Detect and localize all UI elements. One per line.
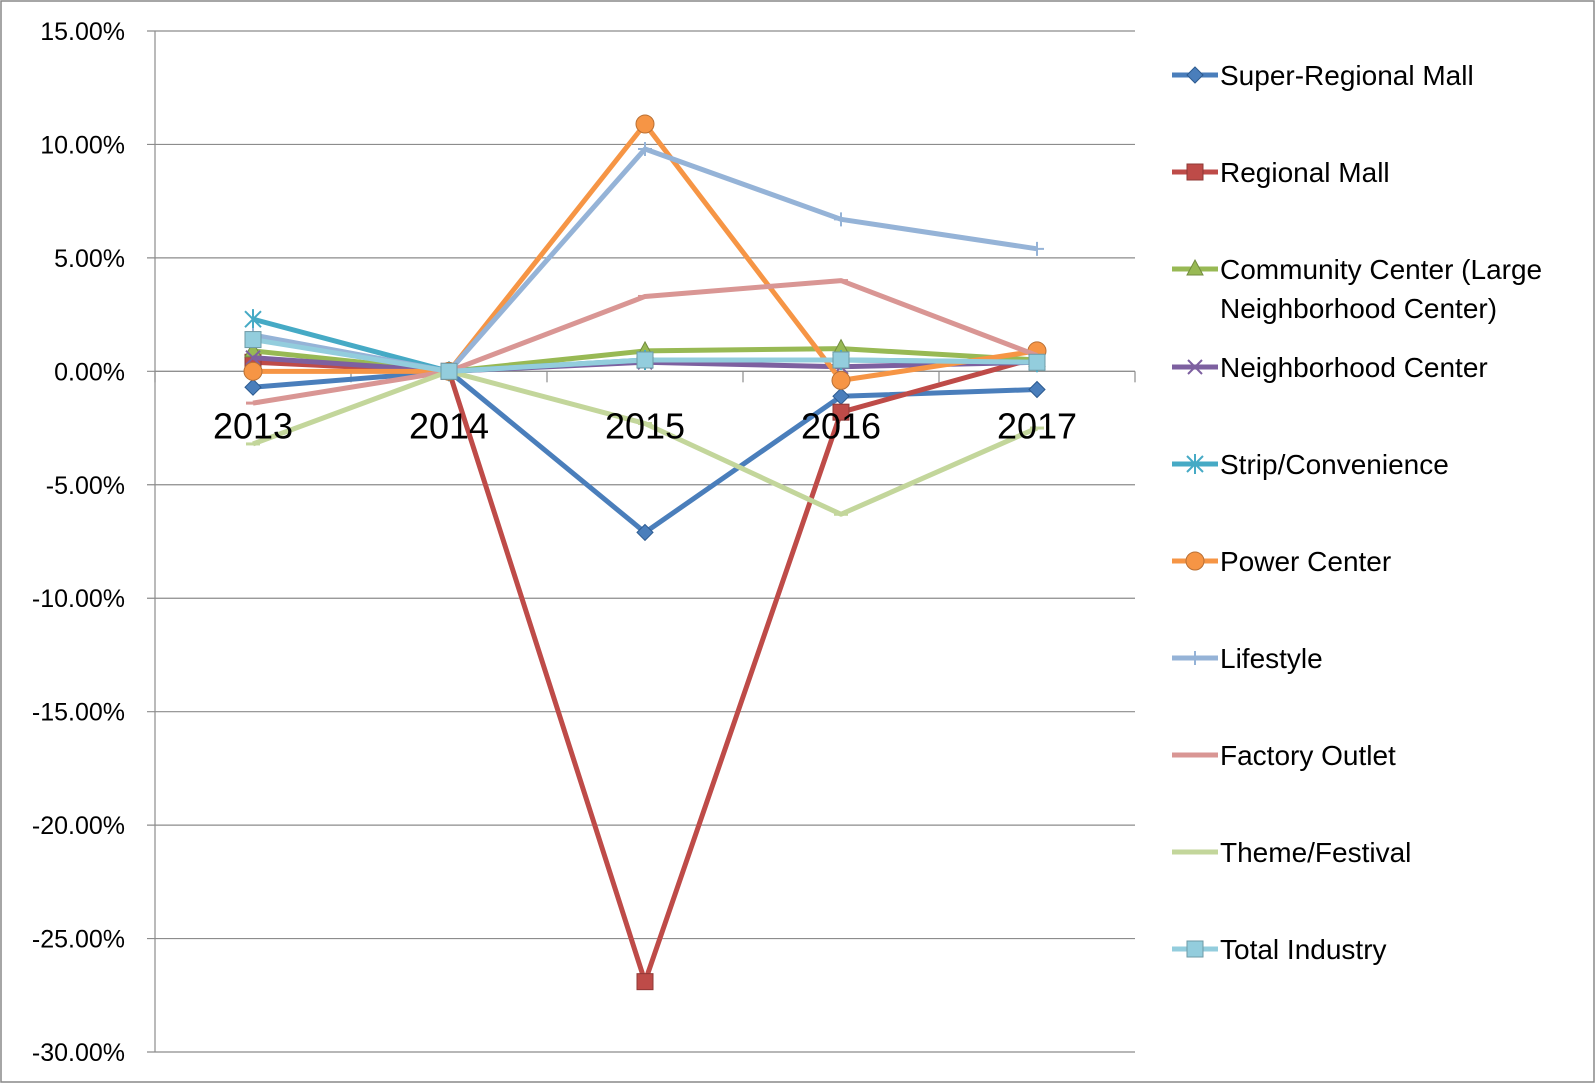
data-point-super-regional-mall	[636, 523, 654, 542]
x-tick-label: 2013	[213, 405, 293, 446]
legend-swatch-power-center	[1172, 551, 1218, 571]
legend-label: Theme/Festival	[1220, 837, 1412, 868]
data-point-lifestyle	[638, 141, 652, 156]
legend-marker	[1186, 454, 1204, 474]
legend-marker	[1186, 258, 1204, 276]
x-tick-label: 2014	[409, 405, 489, 446]
data-point-super-regional-mall	[1028, 380, 1046, 399]
legend-label: Factory Outlet	[1220, 740, 1396, 771]
y-tick-label: 15.00%	[40, 18, 125, 46]
data-point-lifestyle	[1030, 241, 1044, 256]
legend-item-lifestyle: Lifestyle	[1170, 643, 1570, 678]
y-tick-label: 5.00%	[54, 245, 125, 273]
legend-label: Power Center	[1220, 546, 1392, 577]
data-point-power-center	[243, 361, 263, 381]
y-tick-label: -10.00%	[32, 585, 125, 613]
legend-label: Lifestyle	[1220, 643, 1323, 674]
gridlines	[147, 30, 1135, 1053]
data-point-total-industry	[244, 331, 262, 349]
data-point-power-center	[635, 114, 655, 134]
legend-swatch-strip-convenience	[1172, 454, 1218, 474]
legend-label: Community Center (Large Neighborhood Cen…	[1220, 254, 1543, 324]
legend-marker	[1186, 66, 1204, 84]
legend-swatch-super-regional-mall	[1172, 66, 1218, 84]
y-axis-tick-labels: 15.00% 10.00% 5.00% 0.00% -5.00% -10.00% -15.0…	[32, 18, 125, 1067]
y-tick-label: 10.00%	[40, 131, 125, 159]
y-tick-label: 0.00%	[54, 358, 125, 386]
data-point-regional-mall	[636, 973, 654, 991]
data-point-super-regional-mall	[244, 378, 262, 396]
legend-marker	[1188, 651, 1202, 665]
data-point-regional-mall	[832, 403, 850, 421]
y-tick-label: -20.00%	[32, 812, 125, 840]
data-point-total-industry	[636, 351, 654, 369]
legend-swatch-total-industry	[1172, 940, 1218, 958]
series-power-center	[243, 114, 1047, 390]
legend-marker	[1185, 551, 1205, 571]
legend-label: Neighborhood Center	[1220, 352, 1488, 383]
y-tick-label: -5.00%	[46, 472, 125, 500]
y-tick-label: -15.00%	[32, 699, 125, 727]
legend-item-super-regional-mall: Super-Regional Mall	[1170, 60, 1570, 95]
legend-item-total-industry: Total Industry	[1170, 934, 1570, 969]
data-point-power-center	[831, 370, 851, 390]
legend-swatch-neighborhood-center	[1172, 359, 1218, 375]
legend-swatch-lifestyle	[1172, 651, 1218, 665]
legend-swatch-theme-festival	[1172, 849, 1218, 855]
legend-label: Regional Mall	[1220, 157, 1390, 188]
legend-swatch-community-center-large-neighborhood-center	[1172, 258, 1218, 276]
legend-swatch-factory-outlet	[1172, 752, 1218, 758]
legend-item-regional-mall: Regional Mall	[1170, 157, 1570, 192]
legend-item-neighborhood-center: Neighborhood Center	[1170, 352, 1570, 387]
legend-item-strip-convenience: Strip/Convenience	[1170, 449, 1570, 484]
x-tick-label: 2015	[605, 405, 685, 446]
legend-swatch-regional-mall	[1172, 163, 1218, 181]
legend-marker	[1186, 940, 1204, 958]
legend-item-power-center: Power Center	[1170, 546, 1570, 581]
legend-label: Super-Regional Mall	[1220, 60, 1474, 91]
data-point-strip-convenience	[244, 309, 262, 330]
data-point-total-industry	[832, 351, 850, 369]
data-point-lifestyle	[834, 212, 848, 227]
legend-marker	[1186, 163, 1204, 181]
x-tick-label: 2016	[801, 405, 881, 446]
legend-label: Strip/Convenience	[1220, 449, 1449, 480]
legend-marker	[1187, 359, 1203, 375]
legend-item-factory-outlet: Factory Outlet	[1170, 740, 1570, 775]
legend-item-community-center-large-neighborhood-center: Community Center (Large Neighborhood Cen…	[1170, 254, 1570, 328]
legend-item-theme-festival: Theme/Festival	[1170, 837, 1570, 872]
x-tick-label: 2017	[997, 405, 1077, 446]
data-point-total-industry	[1028, 353, 1046, 371]
data-point-total-industry	[440, 362, 458, 380]
y-tick-label: -30.00%	[32, 1039, 125, 1067]
y-tick-label: -25.00%	[32, 926, 125, 954]
series-total-industry	[244, 331, 1046, 380]
x-axis-tick-labels: 2013 2014 2015 2016 2017	[213, 405, 1077, 446]
legend-label: Total Industry	[1220, 934, 1387, 965]
data-point-neighborhood-center	[245, 350, 261, 366]
series-lines	[243, 114, 1047, 991]
